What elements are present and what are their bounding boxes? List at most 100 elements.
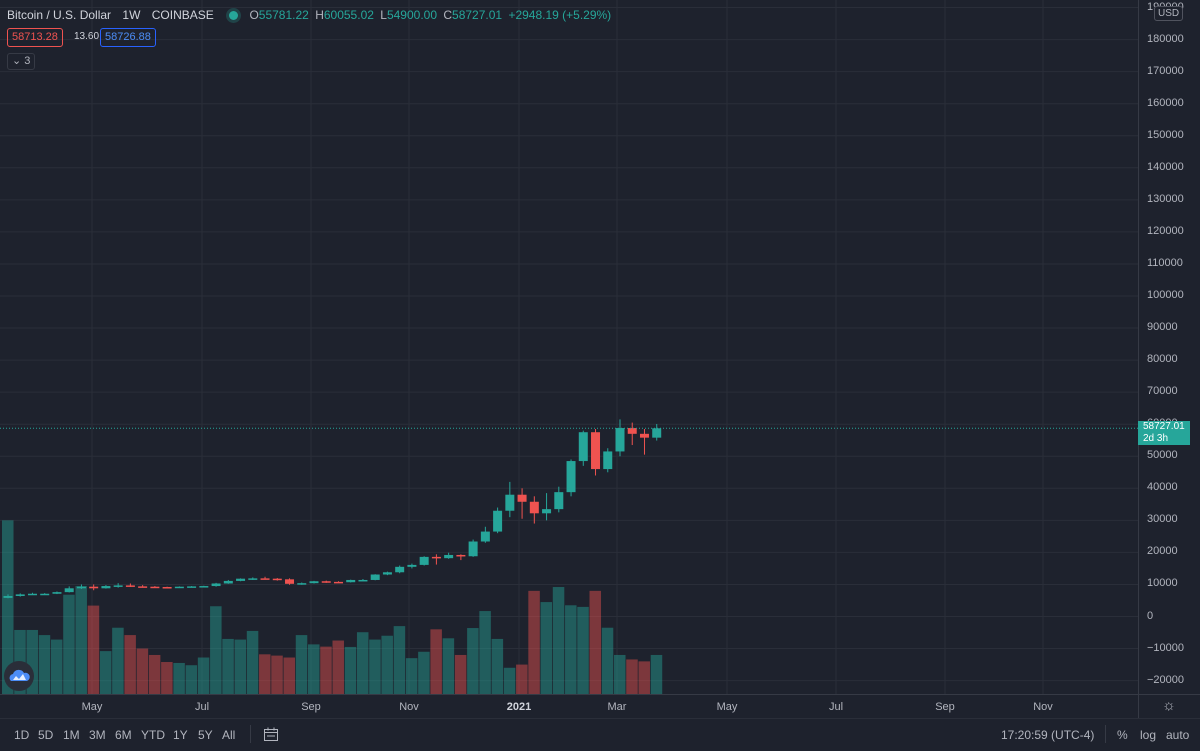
candle-body xyxy=(236,578,246,581)
range-1m-button[interactable]: 1M xyxy=(63,728,80,742)
candle-body xyxy=(76,586,86,589)
candle-body xyxy=(639,433,649,438)
market-status-dot[interactable] xyxy=(229,11,239,20)
percent-scale-toggle[interactable]: % xyxy=(1117,728,1128,742)
price-tick-label: 30000 xyxy=(1147,513,1178,526)
candle-body xyxy=(505,494,515,511)
volume-bar xyxy=(259,654,271,694)
candle-body xyxy=(260,578,270,580)
range-3m-button[interactable]: 3M xyxy=(89,728,106,742)
spread-value: 13.60 xyxy=(74,31,100,42)
time-tick-label: Sep xyxy=(301,701,321,713)
range-all-button[interactable]: All xyxy=(222,728,236,742)
volume-bar xyxy=(589,590,602,694)
candle-body xyxy=(517,494,527,502)
candle-body xyxy=(138,586,148,588)
volume-bar xyxy=(26,629,38,694)
time-axis[interactable]: May Jul Sep Nov 2021 Mar May Jul Sep Nov xyxy=(0,694,1138,719)
volume-bar xyxy=(295,635,308,694)
axis-settings-corner[interactable]: ☼ xyxy=(1138,694,1200,718)
candle-body xyxy=(321,581,331,583)
time-tick-label: Nov xyxy=(399,701,419,713)
volume-bar xyxy=(528,590,540,694)
volume-bar xyxy=(246,630,259,694)
candle-body xyxy=(309,581,319,584)
time-tick-label: May xyxy=(716,701,738,713)
auto-scale-toggle[interactable]: auto xyxy=(1166,728,1190,742)
log-scale-toggle[interactable]: log xyxy=(1140,728,1157,742)
volume-bar xyxy=(430,629,442,694)
volume-bar xyxy=(99,651,112,694)
price-tick-label: 70000 xyxy=(1147,385,1178,398)
candle-body xyxy=(652,428,662,438)
volume-bar xyxy=(565,605,577,694)
candle-body xyxy=(346,579,356,583)
volume-bar xyxy=(161,662,173,694)
volume-bar xyxy=(381,635,393,694)
interval-label[interactable]: 1W xyxy=(122,8,141,22)
range-ytd-button[interactable]: YTD xyxy=(141,728,165,742)
price-tick-label: 180000 xyxy=(1147,32,1184,45)
volume-bar xyxy=(185,665,198,694)
price-axis[interactable]: 1900001800001700001600001500001400001300… xyxy=(1138,0,1200,694)
low-label: L xyxy=(380,8,387,22)
price-tick-label: 10000 xyxy=(1147,577,1178,590)
candle-body xyxy=(370,574,380,580)
price-tick-label: 140000 xyxy=(1147,160,1184,173)
volume-bar xyxy=(650,654,663,694)
candle-body xyxy=(591,432,601,470)
volume-bar xyxy=(332,640,344,694)
range-1d-button[interactable]: 1D xyxy=(14,728,30,742)
open-value: 55781.22 xyxy=(258,8,309,22)
volume-bar xyxy=(38,635,51,694)
calendar-range-icon[interactable] xyxy=(263,727,279,742)
candle-body xyxy=(407,564,417,567)
volume-bar xyxy=(577,606,589,694)
volume-bar xyxy=(405,658,418,694)
candle-body xyxy=(395,566,405,573)
buy-price-button[interactable]: 58726.88 xyxy=(100,28,156,47)
candle-body xyxy=(566,461,576,493)
chart-pane[interactable] xyxy=(0,0,1138,694)
volume-bar xyxy=(601,627,614,694)
volume-bar xyxy=(442,638,455,694)
range-6m-button[interactable]: 6M xyxy=(115,728,132,742)
candle-body xyxy=(52,592,62,594)
currency-badge[interactable]: USD xyxy=(1154,6,1184,21)
indicators-toggle[interactable]: ⌄ 3 xyxy=(7,53,36,70)
symbol-name[interactable]: Bitcoin / U.S. Dollar xyxy=(7,8,112,22)
volume-bar xyxy=(552,587,565,694)
candle-body xyxy=(27,593,37,596)
volume-bar xyxy=(63,594,75,694)
bottom-toolbar: 1D 5D 1M 3M 6M YTD 1Y 5Y All 17:20:59 (U… xyxy=(0,718,1200,751)
range-5d-button[interactable]: 5D xyxy=(38,728,54,742)
volume-bar xyxy=(503,667,516,694)
candle-body xyxy=(297,583,307,585)
clock-timezone[interactable]: 17:20:59 (UTC-4) xyxy=(1001,728,1095,742)
candle-body xyxy=(40,593,50,596)
candle-body xyxy=(64,588,74,593)
price-tick-label: 0 xyxy=(1147,609,1154,622)
candle-body xyxy=(431,556,441,559)
candle-body xyxy=(162,587,172,589)
tradingview-logo[interactable] xyxy=(4,661,34,691)
candle-body xyxy=(3,595,13,598)
volume-bar xyxy=(173,662,185,694)
candle-body xyxy=(125,585,135,587)
volume-bar xyxy=(626,659,638,694)
gear-icon[interactable]: ☼ xyxy=(1162,697,1176,714)
range-1y-button[interactable]: 1Y xyxy=(173,728,188,742)
price-chart[interactable] xyxy=(0,0,1138,694)
candle-body xyxy=(89,586,99,589)
volume-bar xyxy=(479,611,491,694)
sell-price-button[interactable]: 58713.28 xyxy=(7,28,63,47)
candle-body xyxy=(101,586,111,589)
time-tick-label: Mar xyxy=(607,701,627,713)
volume-bar xyxy=(197,657,210,694)
candle-body xyxy=(174,586,184,589)
price-tick-label: 40000 xyxy=(1147,481,1178,494)
range-5y-button[interactable]: 5Y xyxy=(198,728,213,742)
bar-countdown: 2d 3h xyxy=(1143,433,1169,444)
candle-body xyxy=(211,583,221,587)
tradingview-cloud-icon xyxy=(9,669,30,681)
